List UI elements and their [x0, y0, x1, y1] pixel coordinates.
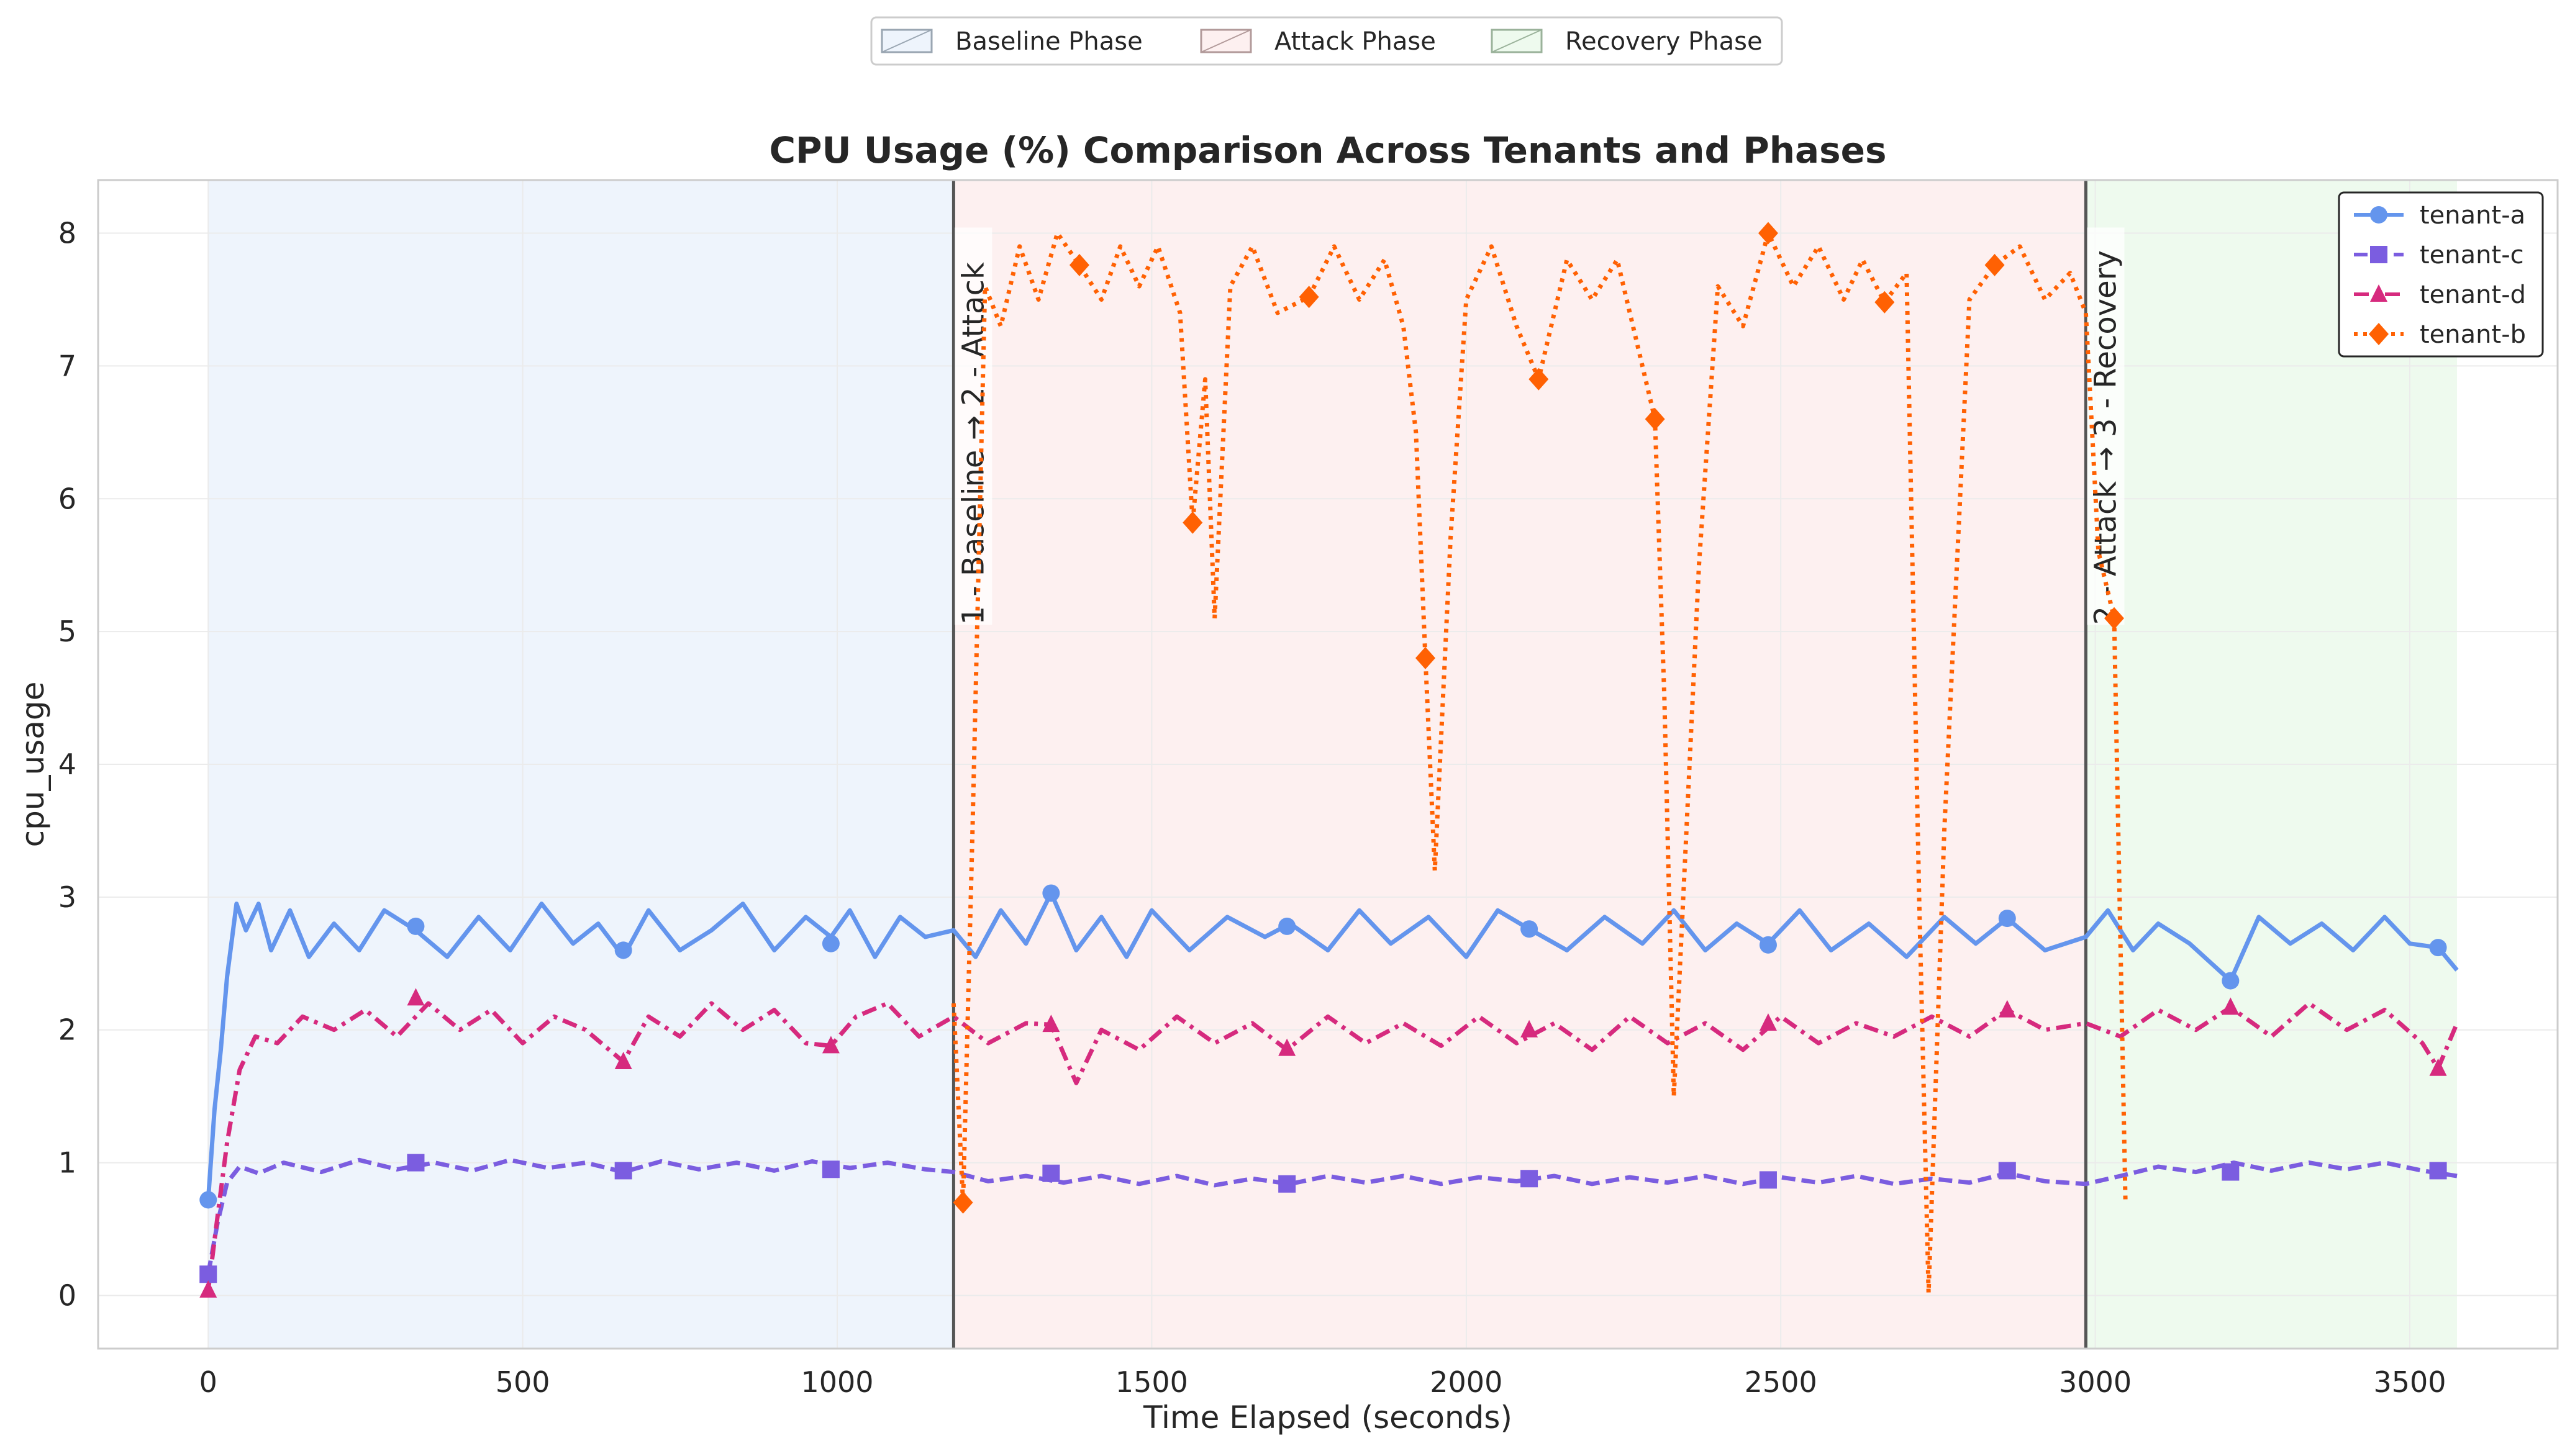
- legend-label-tenant-d: tenant-d: [2420, 281, 2526, 309]
- data-point-tenant-c-9: [2222, 1163, 2240, 1181]
- data-point-tenant-b-9: [1984, 253, 2005, 276]
- data-point-tenant-a-9: [2222, 972, 2240, 990]
- series-line-tenant-b: [951, 231, 2128, 1295]
- data-point-tenant-a-4: [1042, 884, 1060, 902]
- legend-label-tenant-c: tenant-c: [2420, 241, 2524, 269]
- data-point-tenant-b-3: [1299, 286, 1319, 309]
- plot-frame: [97, 179, 2559, 1350]
- data-point-tenant-a-1: [407, 917, 425, 935]
- data-point-tenant-c-6: [1520, 1170, 1538, 1188]
- x-axis: 0 500 1000 1500 2000 2500 3000 3500: [199, 1365, 2446, 1399]
- phase-legend-label-1: Attack Phase: [1274, 27, 1436, 56]
- data-point-tenant-b-6: [1645, 407, 1665, 430]
- legend-marker-tenant-b: [2369, 323, 2389, 345]
- data-point-tenant-c-7: [1759, 1171, 1777, 1189]
- phase-transition-label-0: 1 - Baseline → 2 - Attack: [956, 262, 991, 625]
- data-point-tenant-b-2: [1183, 511, 1203, 534]
- phase-legend-hatch-0: [881, 29, 932, 53]
- data-point-tenant-d-2: [614, 1052, 632, 1070]
- y-tick-label-6: 6: [58, 482, 76, 515]
- phase-legend-hatch-1: [1201, 29, 1251, 53]
- data-point-tenant-b-5: [1528, 368, 1549, 391]
- data-point-tenant-d-3: [822, 1036, 840, 1054]
- data-point-tenant-a-8: [1998, 910, 2016, 928]
- data-point-tenant-a-7: [1759, 936, 1777, 954]
- data-point-tenant-d-7: [1759, 1013, 1777, 1031]
- data-point-tenant-c-0: [199, 1265, 217, 1283]
- data-point-tenant-c-10: [2429, 1162, 2447, 1180]
- data-point-tenant-c-2: [614, 1162, 632, 1180]
- y-tick-label-0: 0: [58, 1278, 76, 1312]
- series-legend-frame: [2338, 191, 2544, 358]
- data-point-tenant-d-6: [1520, 1020, 1538, 1038]
- data-point-tenant-d-10: [2429, 1058, 2447, 1076]
- data-point-tenant-d-9: [2222, 997, 2240, 1015]
- x-tick-label-6: 3000: [2059, 1365, 2132, 1399]
- data-point-tenant-b-7: [1758, 222, 1778, 245]
- data-point-tenant-c-3: [822, 1160, 840, 1178]
- x-tick-label-2: 1000: [801, 1365, 873, 1399]
- data-point-tenant-a-10: [2429, 939, 2447, 957]
- phase-legend-frame: [870, 16, 1783, 66]
- y-axis-label: cpu_usage: [15, 682, 51, 848]
- y-tick-label-7: 7: [58, 349, 76, 382]
- data-point-tenant-a-3: [822, 934, 840, 952]
- data-point-tenant-d-4: [1042, 1015, 1060, 1033]
- series-line-tenant-a: [206, 890, 2459, 1200]
- x-axis-label: Time Elapsed (seconds): [1143, 1399, 1512, 1436]
- data-point-tenant-c-5: [1278, 1175, 1296, 1193]
- data-point-tenant-b-4: [1415, 646, 1435, 669]
- data-point-tenant-c-8: [1998, 1162, 2016, 1180]
- y-tick-label-8: 8: [58, 217, 76, 250]
- y-axis: 0 1 2 3 4 5 6 7 8: [58, 217, 76, 1313]
- y-tick-label-3: 3: [58, 880, 76, 914]
- legend-marker-tenant-d: [2370, 284, 2387, 302]
- data-point-tenant-d-1: [407, 988, 425, 1006]
- legend-label-tenant-a: tenant-a: [2420, 201, 2525, 230]
- data-point-tenant-c-1: [407, 1154, 425, 1172]
- series-line-tenant-d: [206, 1001, 2459, 1291]
- plot-area: 1 - Baseline → 2 - Attack 2 - Attack → 3 …: [97, 179, 2559, 1350]
- y-tick-label-5: 5: [58, 615, 76, 648]
- data-point-tenant-a-5: [1278, 917, 1296, 935]
- y-tick-label-4: 4: [58, 748, 76, 781]
- legend-marker-tenant-a: [2370, 206, 2387, 224]
- x-tick-label-4: 2000: [1430, 1365, 1502, 1399]
- data-point-tenant-b-8: [1874, 291, 1895, 314]
- phase-legend-hatch-2: [1491, 29, 1542, 53]
- series-line-tenant-c: [206, 1157, 2458, 1275]
- y-tick-label-2: 2: [58, 1013, 76, 1047]
- y-tick-label-1: 1: [58, 1146, 76, 1180]
- data-point-tenant-d-8: [1998, 1000, 2016, 1018]
- legend-label-tenant-b: tenant-b: [2420, 320, 2526, 349]
- x-tick-label-3: 1500: [1115, 1365, 1188, 1399]
- x-tick-label-1: 500: [496, 1365, 550, 1399]
- phase-legend-label-2: Recovery Phase: [1565, 27, 1763, 56]
- x-tick-label-7: 3500: [2373, 1365, 2446, 1399]
- data-point-tenant-b-1: [1069, 253, 1089, 276]
- data-point-tenant-d-5: [1278, 1038, 1296, 1056]
- data-point-tenant-c-4: [1042, 1164, 1060, 1182]
- x-tick-label-5: 2500: [1745, 1365, 1817, 1399]
- data-point-tenant-b-0: [953, 1191, 973, 1214]
- data-point-tenant-b-10: [2104, 607, 2124, 630]
- phase-legend: Baseline Phase Attack Phase Recovery Phase: [870, 16, 1783, 66]
- x-tick-label-0: 0: [199, 1365, 217, 1399]
- chart-title: CPU Usage (%) Comparison Across Tenants …: [769, 129, 1886, 171]
- data-point-tenant-a-0: [199, 1191, 217, 1209]
- data-point-tenant-a-6: [1520, 920, 1538, 938]
- phase-legend-label-0: Baseline Phase: [955, 27, 1143, 56]
- data-point-tenant-d-0: [199, 1280, 217, 1298]
- series-legend: tenant-a tenant-c tenant-d tenant-b: [2338, 191, 2544, 358]
- legend-marker-tenant-c: [2370, 246, 2387, 263]
- data-point-tenant-a-2: [614, 941, 632, 959]
